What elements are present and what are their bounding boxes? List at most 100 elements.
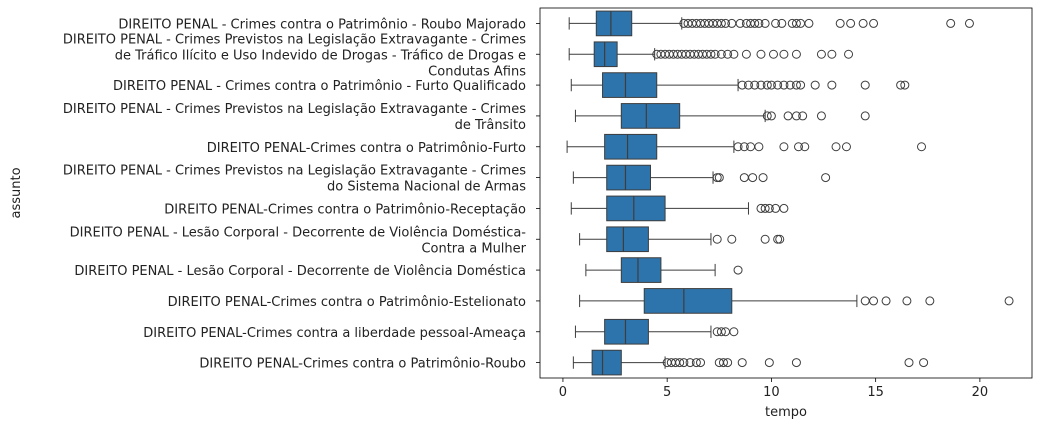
outlier-point xyxy=(737,358,747,368)
x-ticks: 0 5 10 15 20 xyxy=(559,378,988,400)
x-tick-label: 10 xyxy=(763,385,780,400)
outlier-point xyxy=(779,203,789,213)
x-tick-label: 5 xyxy=(663,385,671,400)
outlier-point xyxy=(816,49,826,59)
box-group xyxy=(566,133,927,160)
outlier-point xyxy=(860,80,870,90)
x-tick-label: 15 xyxy=(867,385,884,400)
outlier-point xyxy=(779,49,789,59)
outlier-point xyxy=(716,49,726,59)
x-tick-label: 0 xyxy=(559,385,567,400)
outlier-point xyxy=(791,358,801,368)
outlier-point xyxy=(810,80,820,90)
outlier-point xyxy=(791,111,801,121)
iqr-box xyxy=(620,257,662,283)
outlier-point xyxy=(775,234,785,244)
outlier-point xyxy=(754,18,764,28)
outlier-point xyxy=(896,80,906,90)
category-label-line: DIREITO PENAL - Lesão Corporal - Decorre… xyxy=(74,264,526,279)
outlier-point xyxy=(739,142,749,152)
outlier-point xyxy=(900,80,910,90)
outlier-point xyxy=(764,358,774,368)
outlier-point xyxy=(748,173,758,183)
outlier-point xyxy=(706,49,716,59)
category-label-line: DIREITO PENAL-Crimes contra a liberdade … xyxy=(143,326,526,341)
box-group xyxy=(585,257,743,283)
outlier-point xyxy=(766,80,776,90)
outlier-point xyxy=(760,18,770,28)
outlier-point xyxy=(712,173,722,183)
iqr-box xyxy=(606,164,651,191)
category-label: DIREITO PENAL-Crimes contra o Patrimônio… xyxy=(168,295,526,310)
box-group xyxy=(568,41,854,68)
category-label-line: Contra a Mulher xyxy=(421,241,526,256)
outlier-point xyxy=(777,18,787,28)
category-label: DIREITO PENAL - Crimes Previstos na Legi… xyxy=(63,164,526,195)
outlier-point xyxy=(821,173,831,183)
outlier-point xyxy=(758,173,768,183)
iqr-box xyxy=(606,195,666,222)
outlier-point xyxy=(791,80,801,90)
outlier-point xyxy=(794,142,804,152)
outlier-point xyxy=(827,80,837,90)
outlier-point xyxy=(679,358,689,368)
outlier-point xyxy=(756,80,766,90)
outlier-point xyxy=(764,203,774,213)
outlier-point xyxy=(841,142,851,152)
outlier-point xyxy=(835,18,845,28)
box-group xyxy=(574,103,870,129)
category-label-line: DIREITO PENAL - Crimes contra o Patrimôn… xyxy=(113,79,526,94)
outlier-point xyxy=(964,18,974,28)
outlier-point xyxy=(729,327,739,337)
category-label: DIREITO PENAL-Crimes contra a liberdade … xyxy=(143,326,526,341)
outlier-point xyxy=(773,80,783,90)
outlier-point xyxy=(917,142,927,152)
iqr-box xyxy=(606,226,649,253)
outlier-point xyxy=(844,49,854,59)
category-label: DIREITO PENAL-Crimes contra o Patrimônio… xyxy=(207,141,526,156)
outlier-point xyxy=(860,111,870,121)
outlier-point xyxy=(904,358,914,368)
iqr-box xyxy=(620,103,681,129)
outlier-point xyxy=(710,49,720,59)
outlier-point xyxy=(723,49,733,59)
iqr-box xyxy=(591,349,622,376)
category-label: DIREITO PENAL - Lesão Corporal - Decorre… xyxy=(70,225,527,256)
y-ticks: DIREITO PENAL - Crimes contra o Patrimôn… xyxy=(63,17,540,372)
outlier-point xyxy=(925,296,935,306)
outlier-point xyxy=(858,18,868,28)
outlier-point xyxy=(771,203,781,213)
outlier-point xyxy=(737,80,747,90)
outlier-point xyxy=(733,142,743,152)
outlier-point xyxy=(773,234,783,244)
box-group xyxy=(568,10,974,37)
category-label-line: de Tráfico Ilícito e Uso Indevido de Dro… xyxy=(115,48,526,63)
outlier-point xyxy=(733,265,743,275)
box-group xyxy=(570,195,789,222)
outlier-point xyxy=(750,18,760,28)
outlier-point xyxy=(816,111,826,121)
category-label-line: Condutas Afins xyxy=(428,64,526,79)
outlier-point xyxy=(831,142,841,152)
outlier-point xyxy=(716,18,726,28)
outlier-point xyxy=(723,358,733,368)
outlier-point xyxy=(741,49,751,59)
boxes-layer xyxy=(566,10,1014,376)
category-label: DIREITO PENAL-Crimes contra o Patrimônio… xyxy=(199,357,526,372)
category-label: DIREITO PENAL - Crimes Previstos na Legi… xyxy=(63,32,526,79)
iqr-box xyxy=(604,318,649,345)
category-label: DIREITO PENAL - Crimes contra o Patrimôn… xyxy=(113,79,526,94)
iqr-box xyxy=(593,41,618,68)
category-label-line: DIREITO PENAL - Crimes Previstos na Legi… xyxy=(63,32,526,47)
outlier-point xyxy=(743,80,753,90)
category-label-line: DIREITO PENAL-Crimes contra o Patrimônio… xyxy=(168,295,526,310)
category-label: DIREITO PENAL - Crimes Previstos na Legi… xyxy=(63,102,526,133)
box-group xyxy=(572,164,831,191)
outlier-point xyxy=(1004,296,1014,306)
outlier-point xyxy=(754,142,764,152)
outlier-point xyxy=(798,111,808,121)
outlier-point xyxy=(768,49,778,59)
outlier-point xyxy=(846,18,856,28)
